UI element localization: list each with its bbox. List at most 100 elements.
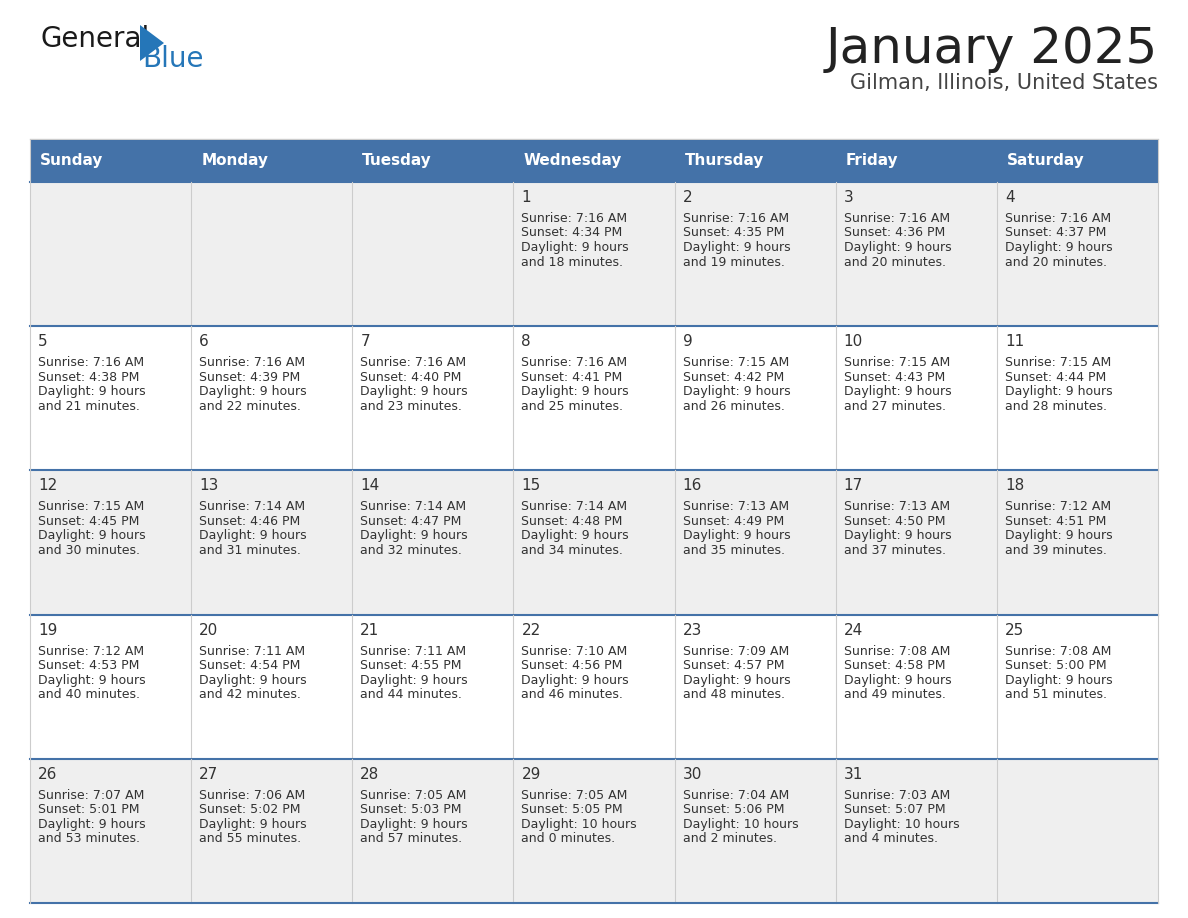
- Text: and 57 minutes.: and 57 minutes.: [360, 833, 462, 845]
- Text: Sunset: 4:36 PM: Sunset: 4:36 PM: [843, 227, 944, 240]
- Text: and 19 minutes.: and 19 minutes.: [683, 255, 784, 268]
- Text: and 27 minutes.: and 27 minutes.: [843, 399, 946, 413]
- Text: Sunset: 4:58 PM: Sunset: 4:58 PM: [843, 659, 946, 672]
- Text: Sunrise: 7:15 AM: Sunrise: 7:15 AM: [843, 356, 950, 369]
- Text: and 28 minutes.: and 28 minutes.: [1005, 399, 1107, 413]
- Text: 1: 1: [522, 190, 531, 205]
- Text: 18: 18: [1005, 478, 1024, 493]
- Text: and 20 minutes.: and 20 minutes.: [843, 255, 946, 268]
- Text: Daylight: 9 hours: Daylight: 9 hours: [683, 674, 790, 687]
- Text: Daylight: 9 hours: Daylight: 9 hours: [683, 386, 790, 398]
- Text: Sunset: 4:51 PM: Sunset: 4:51 PM: [1005, 515, 1106, 528]
- Text: 6: 6: [200, 334, 209, 349]
- Text: Tuesday: Tuesday: [362, 153, 432, 169]
- Bar: [30, 759, 1158, 903]
- Text: and 48 minutes.: and 48 minutes.: [683, 688, 784, 701]
- Bar: [30, 182, 1158, 326]
- Text: Sunrise: 7:16 AM: Sunrise: 7:16 AM: [38, 356, 144, 369]
- Text: Daylight: 9 hours: Daylight: 9 hours: [1005, 241, 1112, 254]
- Text: 21: 21: [360, 622, 379, 638]
- Text: and 39 minutes.: and 39 minutes.: [1005, 543, 1107, 557]
- Text: 19: 19: [38, 622, 57, 638]
- Text: and 46 minutes.: and 46 minutes.: [522, 688, 624, 701]
- Text: Sunrise: 7:16 AM: Sunrise: 7:16 AM: [522, 356, 627, 369]
- Text: Daylight: 9 hours: Daylight: 9 hours: [360, 386, 468, 398]
- Text: 7: 7: [360, 334, 369, 349]
- Text: Sunrise: 7:16 AM: Sunrise: 7:16 AM: [1005, 212, 1111, 225]
- Text: Sunset: 4:46 PM: Sunset: 4:46 PM: [200, 515, 301, 528]
- Text: Sunrise: 7:05 AM: Sunrise: 7:05 AM: [522, 789, 627, 801]
- Text: Daylight: 9 hours: Daylight: 9 hours: [1005, 530, 1112, 543]
- Text: 14: 14: [360, 478, 379, 493]
- Text: Sunset: 4:57 PM: Sunset: 4:57 PM: [683, 659, 784, 672]
- Text: Daylight: 9 hours: Daylight: 9 hours: [38, 818, 146, 831]
- Text: Daylight: 9 hours: Daylight: 9 hours: [522, 241, 630, 254]
- Text: January 2025: January 2025: [826, 25, 1158, 73]
- Text: Sunset: 4:38 PM: Sunset: 4:38 PM: [38, 371, 139, 384]
- Text: Sunrise: 7:11 AM: Sunrise: 7:11 AM: [360, 644, 467, 657]
- Text: and 49 minutes.: and 49 minutes.: [843, 688, 946, 701]
- Text: Sunrise: 7:10 AM: Sunrise: 7:10 AM: [522, 644, 627, 657]
- Text: Sunset: 5:07 PM: Sunset: 5:07 PM: [843, 803, 946, 816]
- Text: 15: 15: [522, 478, 541, 493]
- Text: Sunrise: 7:16 AM: Sunrise: 7:16 AM: [683, 212, 789, 225]
- Text: Daylight: 9 hours: Daylight: 9 hours: [1005, 386, 1112, 398]
- Text: Sunrise: 7:14 AM: Sunrise: 7:14 AM: [522, 500, 627, 513]
- Text: Sunset: 4:40 PM: Sunset: 4:40 PM: [360, 371, 462, 384]
- Text: 2: 2: [683, 190, 693, 205]
- Bar: [30, 470, 1158, 614]
- Text: 4: 4: [1005, 190, 1015, 205]
- Text: Sunset: 4:47 PM: Sunset: 4:47 PM: [360, 515, 462, 528]
- Text: Daylight: 9 hours: Daylight: 9 hours: [843, 530, 952, 543]
- Text: Daylight: 9 hours: Daylight: 9 hours: [843, 674, 952, 687]
- Text: Sunrise: 7:16 AM: Sunrise: 7:16 AM: [522, 212, 627, 225]
- Text: 30: 30: [683, 767, 702, 782]
- Text: Sunrise: 7:05 AM: Sunrise: 7:05 AM: [360, 789, 467, 801]
- Text: Daylight: 9 hours: Daylight: 9 hours: [522, 530, 630, 543]
- Text: and 32 minutes.: and 32 minutes.: [360, 543, 462, 557]
- Text: Sunrise: 7:07 AM: Sunrise: 7:07 AM: [38, 789, 145, 801]
- Text: Sunset: 4:45 PM: Sunset: 4:45 PM: [38, 515, 139, 528]
- Text: Saturday: Saturday: [1007, 153, 1085, 169]
- Text: Daylight: 9 hours: Daylight: 9 hours: [200, 386, 307, 398]
- Text: 11: 11: [1005, 334, 1024, 349]
- Text: Sunrise: 7:12 AM: Sunrise: 7:12 AM: [38, 644, 144, 657]
- Text: 31: 31: [843, 767, 864, 782]
- Polygon shape: [140, 25, 164, 61]
- Text: 22: 22: [522, 622, 541, 638]
- Text: Sunrise: 7:12 AM: Sunrise: 7:12 AM: [1005, 500, 1111, 513]
- Text: 12: 12: [38, 478, 57, 493]
- Text: Daylight: 9 hours: Daylight: 9 hours: [683, 530, 790, 543]
- Text: 8: 8: [522, 334, 531, 349]
- Text: and 44 minutes.: and 44 minutes.: [360, 688, 462, 701]
- Text: and 0 minutes.: and 0 minutes.: [522, 833, 615, 845]
- Text: and 25 minutes.: and 25 minutes.: [522, 399, 624, 413]
- Text: and 31 minutes.: and 31 minutes.: [200, 543, 301, 557]
- Text: Sunset: 5:00 PM: Sunset: 5:00 PM: [1005, 659, 1106, 672]
- Text: Sunset: 4:44 PM: Sunset: 4:44 PM: [1005, 371, 1106, 384]
- Text: 3: 3: [843, 190, 853, 205]
- Text: Daylight: 10 hours: Daylight: 10 hours: [522, 818, 637, 831]
- Text: Daylight: 9 hours: Daylight: 9 hours: [360, 530, 468, 543]
- Text: Sunrise: 7:14 AM: Sunrise: 7:14 AM: [200, 500, 305, 513]
- Text: Daylight: 9 hours: Daylight: 9 hours: [683, 241, 790, 254]
- Text: Gilman, Illinois, United States: Gilman, Illinois, United States: [849, 73, 1158, 93]
- Text: 29: 29: [522, 767, 541, 782]
- Text: General: General: [40, 25, 150, 53]
- Text: 5: 5: [38, 334, 48, 349]
- Text: Daylight: 9 hours: Daylight: 9 hours: [522, 674, 630, 687]
- Text: Sunset: 5:06 PM: Sunset: 5:06 PM: [683, 803, 784, 816]
- Text: Sunset: 4:56 PM: Sunset: 4:56 PM: [522, 659, 623, 672]
- Text: Sunset: 5:05 PM: Sunset: 5:05 PM: [522, 803, 623, 816]
- Text: and 23 minutes.: and 23 minutes.: [360, 399, 462, 413]
- Text: Sunset: 4:35 PM: Sunset: 4:35 PM: [683, 227, 784, 240]
- Text: Wednesday: Wednesday: [524, 153, 621, 169]
- Text: 16: 16: [683, 478, 702, 493]
- Text: Sunrise: 7:08 AM: Sunrise: 7:08 AM: [1005, 644, 1111, 657]
- Text: Daylight: 9 hours: Daylight: 9 hours: [843, 241, 952, 254]
- Text: Sunrise: 7:16 AM: Sunrise: 7:16 AM: [843, 212, 950, 225]
- Text: Sunrise: 7:13 AM: Sunrise: 7:13 AM: [683, 500, 789, 513]
- Text: Sunset: 5:01 PM: Sunset: 5:01 PM: [38, 803, 139, 816]
- Text: Sunset: 4:53 PM: Sunset: 4:53 PM: [38, 659, 139, 672]
- Text: Daylight: 9 hours: Daylight: 9 hours: [38, 674, 146, 687]
